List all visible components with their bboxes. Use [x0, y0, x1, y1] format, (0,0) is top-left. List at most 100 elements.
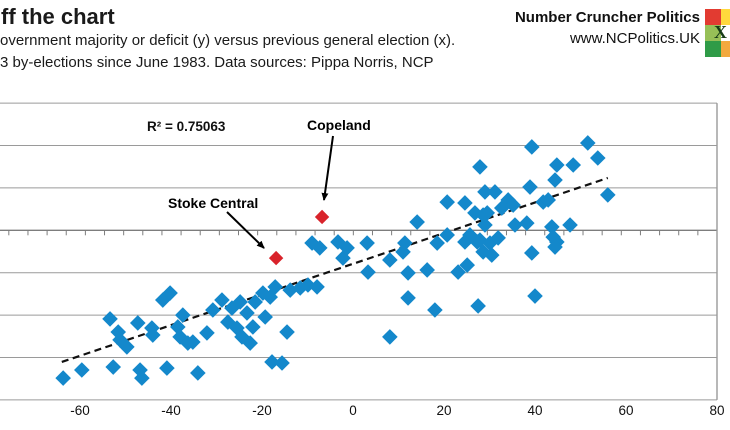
x-tick-label: -60: [70, 403, 90, 418]
data-point: [544, 219, 560, 235]
data-point: [470, 298, 486, 314]
data-point: [475, 244, 491, 260]
highlight-point: [268, 250, 284, 266]
data-point: [257, 309, 273, 325]
data-point: [309, 279, 325, 295]
data-point: [175, 307, 191, 323]
data-point: [185, 334, 201, 350]
data-point: [427, 302, 443, 318]
annotation-label: Copeland: [307, 117, 371, 133]
data-point: [335, 250, 351, 266]
data-point: [490, 230, 506, 246]
data-point: [382, 329, 398, 345]
data-point: [205, 302, 221, 318]
data-point: [439, 194, 455, 210]
data-point: [360, 264, 376, 280]
logo-color-square: [705, 25, 721, 41]
data-point: [55, 370, 71, 386]
data-point: [487, 184, 503, 200]
data-point: [239, 305, 255, 321]
brand-name: Number Cruncher Politics: [514, 9, 700, 26]
data-point: [493, 200, 510, 216]
data-point: [409, 214, 425, 230]
data-point: [245, 319, 261, 335]
x-tick-label: -40: [161, 403, 181, 418]
data-point: [129, 315, 146, 331]
data-point: [477, 217, 493, 233]
x-tick-label: 60: [618, 403, 633, 418]
x-tick-label: 20: [436, 403, 451, 418]
data-point: [247, 294, 263, 310]
logo-color-square: [721, 41, 730, 57]
data-point: [400, 290, 416, 306]
data-point: [232, 294, 248, 310]
data-point: [224, 300, 240, 316]
data-point: [457, 234, 473, 250]
data-point: [429, 235, 445, 251]
x-tick-label: 40: [527, 403, 542, 418]
chart-subtitle-line1: overnment majority or deficit (y) versus…: [0, 32, 456, 49]
r-squared-label: R² = 0.75063: [147, 119, 226, 134]
data-point: [74, 362, 90, 378]
ncp-logo-icon: X: [705, 9, 730, 57]
data-point: [304, 235, 320, 251]
highlight-point: [314, 209, 330, 225]
data-point: [600, 187, 616, 203]
data-point: [242, 335, 258, 351]
trendline: [61, 176, 609, 363]
x-tick-label: 80: [709, 403, 724, 418]
x-tick-label: 0: [349, 403, 357, 418]
data-point: [457, 195, 473, 211]
x-tick-label: -20: [252, 403, 272, 418]
data-point: [134, 370, 150, 386]
logo-x-letter: X: [714, 22, 727, 42]
data-point: [234, 329, 250, 345]
data-point: [562, 217, 578, 233]
data-point: [540, 192, 556, 208]
page-title: ff the chart: [1, 4, 115, 29]
data-point: [190, 365, 206, 381]
data-point: [170, 319, 186, 335]
data-point: [330, 234, 346, 250]
data-point: [524, 139, 540, 155]
data-point: [267, 279, 283, 295]
logo-color-square: [721, 9, 730, 25]
data-point: [450, 264, 466, 280]
annotation-arrow: [226, 211, 265, 249]
data-point: [462, 227, 478, 243]
data-point: [483, 247, 500, 263]
data-point: [527, 288, 543, 304]
data-point: [162, 285, 178, 301]
data-point: [145, 327, 161, 343]
data-point: [339, 240, 355, 256]
data-point: [549, 157, 565, 173]
data-point: [311, 240, 328, 256]
chart-subtitle-line2: 3 by-elections since June 1983. Data sou…: [0, 54, 434, 71]
data-point: [505, 197, 521, 213]
data-point: [439, 227, 455, 243]
data-point: [400, 265, 416, 281]
data-point: [547, 239, 563, 255]
logo-color-square: [705, 41, 721, 57]
data-point: [112, 332, 128, 348]
data-point: [589, 150, 606, 166]
data-point: [214, 292, 230, 308]
data-point: [155, 292, 171, 308]
data-point: [132, 362, 148, 378]
logo-color-square: [705, 9, 721, 25]
data-point: [159, 360, 175, 376]
data-point: [547, 172, 563, 188]
data-point: [105, 359, 122, 375]
data-point: [279, 324, 295, 340]
data-point: [359, 235, 375, 251]
data-point: [144, 320, 160, 336]
data-point: [522, 179, 538, 195]
data-point: [300, 277, 316, 293]
website-link[interactable]: www.NCPolitics.UK: [569, 30, 700, 47]
data-point: [472, 159, 488, 175]
data-point: [274, 355, 290, 371]
data-point: [199, 325, 215, 341]
data-point: [459, 257, 476, 273]
data-point: [397, 235, 413, 251]
